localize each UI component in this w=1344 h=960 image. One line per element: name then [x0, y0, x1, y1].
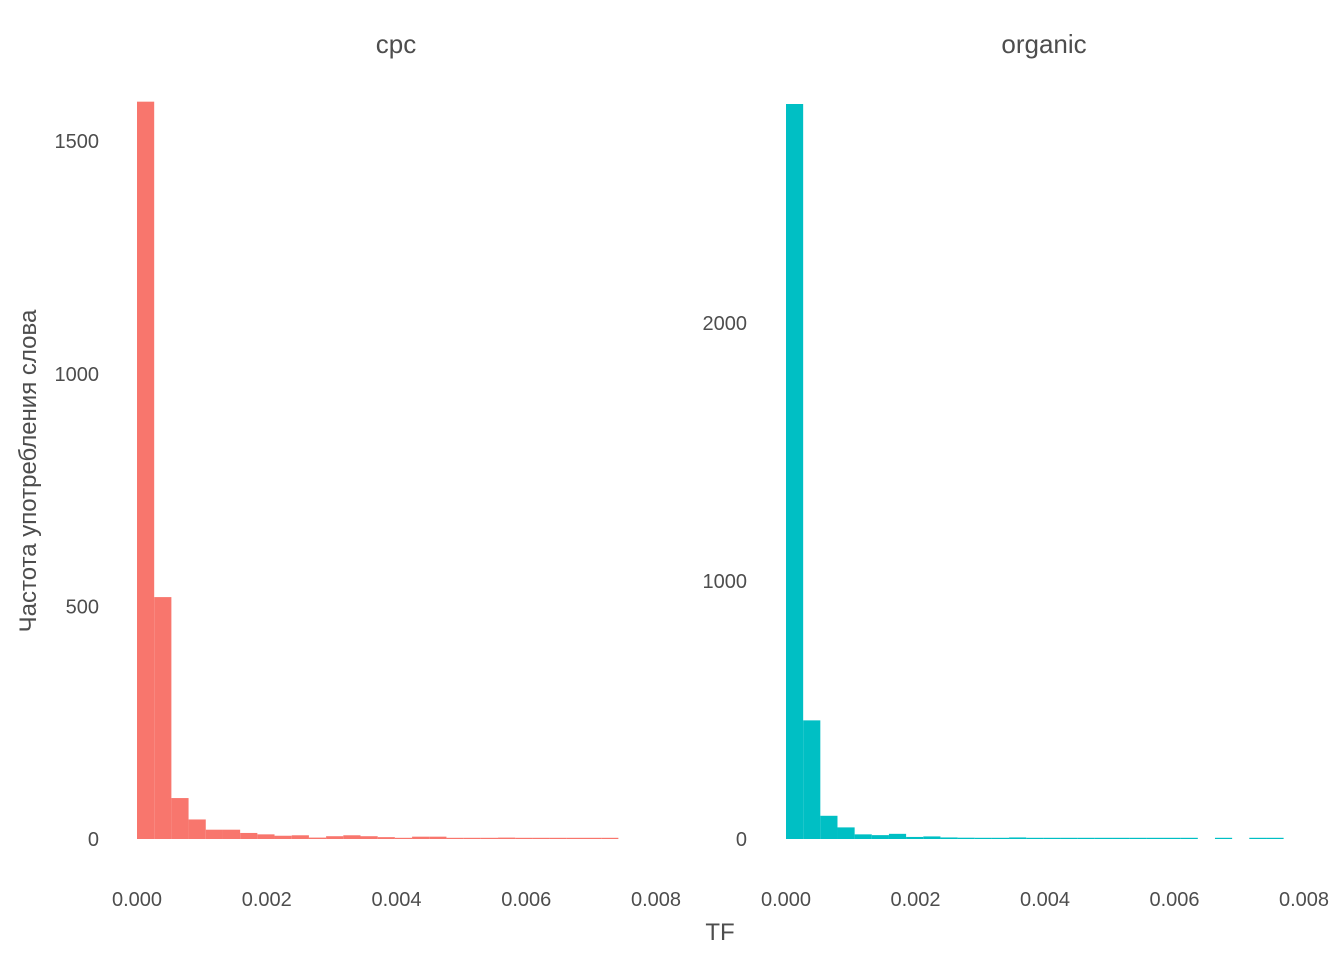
histogram-bar-cpc-8	[274, 835, 292, 839]
y-tick-label-organic-2: 2000	[703, 313, 748, 335]
histogram-bar-cpc-21	[498, 837, 516, 839]
histogram-bar-organic-19	[1112, 837, 1130, 839]
histogram-bar-cpc-14	[377, 837, 395, 839]
histogram-bar-organic-23	[1180, 837, 1198, 839]
y-tick-label-organic-1: 1000	[703, 571, 748, 593]
histogram-bar-cpc-2	[171, 798, 189, 839]
histogram-bar-cpc-12	[343, 835, 361, 839]
x-tick-label-cpc-0: 0.000	[112, 889, 162, 911]
histogram-bar-organic-3	[837, 827, 855, 839]
histogram-bar-cpc-26	[583, 837, 602, 839]
histogram-bar-cpc-4	[205, 829, 223, 839]
facet-title-cpc: cpc	[376, 29, 416, 59]
histogram-bar-cpc-1	[154, 597, 172, 839]
x-tick-label-cpc-4: 0.008	[631, 889, 681, 911]
histogram-bar-cpc-24	[549, 837, 567, 839]
histogram-bar-cpc-6	[240, 832, 258, 839]
x-tick-label-organic-4: 0.008	[1279, 889, 1329, 911]
histogram-bar-organic-25	[1214, 837, 1233, 839]
histogram-bar-organic-6	[888, 833, 907, 839]
y-tick-label-cpc-0: 0	[88, 829, 99, 851]
x-ticks-cpc: 0.000 0.002 0.004 0.006 0.008	[112, 889, 681, 911]
y-tick-label-cpc-1: 500	[66, 596, 99, 618]
histogram-bar-organic-5	[871, 835, 889, 839]
histogram-bar-organic-18	[1094, 837, 1113, 839]
histogram-bar-organic-13	[1009, 837, 1027, 839]
histogram-bar-organic-27	[1249, 837, 1267, 839]
histogram-bar-organic-14	[1026, 837, 1044, 839]
histogram-bar-organic-17	[1077, 837, 1095, 839]
histogram-bar-cpc-27	[601, 837, 619, 839]
histogram-bar-cpc-23	[532, 837, 550, 839]
bars-organic	[786, 104, 1284, 839]
histogram-bar-organic-15	[1043, 837, 1061, 839]
facet-title-organic: organic	[1001, 29, 1086, 59]
histogram-bar-organic-10	[957, 837, 975, 839]
histogram-bar-organic-16	[1060, 837, 1078, 839]
y-tick-label-organic-0: 0	[736, 829, 747, 851]
histogram-bar-cpc-22	[515, 837, 533, 839]
histogram-bar-cpc-3	[188, 819, 206, 839]
histogram-bar-organic-11	[974, 837, 992, 839]
x-tick-label-cpc-3: 0.006	[501, 889, 551, 911]
histogram-bar-organic-20	[1129, 837, 1147, 839]
histogram-bar-organic-9	[940, 837, 958, 839]
histogram-bar-organic-28	[1266, 837, 1284, 839]
histogram-bar-cpc-5	[222, 829, 241, 839]
y-ticks-cpc: 0 500 1000 1500	[55, 131, 100, 851]
y-tick-label-cpc-3: 1500	[55, 131, 100, 153]
x-tick-label-cpc-1: 0.002	[242, 889, 292, 911]
x-tick-label-organic-1: 0.002	[890, 889, 940, 911]
bars-cpc	[137, 101, 619, 840]
y-axis-title: Частота употребления слова	[15, 309, 42, 632]
x-tick-label-organic-2: 0.004	[1020, 889, 1070, 911]
histogram-bar-organic-0	[786, 104, 804, 839]
histogram-bar-cpc-11	[326, 836, 344, 839]
histogram-bar-organic-12	[991, 837, 1010, 839]
histogram-bar-cpc-19	[463, 837, 481, 839]
histogram-bar-organic-8	[923, 836, 941, 839]
histogram-bar-cpc-16	[412, 836, 430, 839]
histogram-bar-organic-21	[1146, 837, 1164, 839]
histogram-bar-organic-1	[803, 720, 821, 839]
histogram-bar-cpc-20	[480, 837, 499, 839]
x-ticks-organic: 0.000 0.002 0.004 0.006 0.008	[761, 889, 1329, 911]
histogram-bar-cpc-0	[137, 101, 155, 840]
histogram-bar-organic-7	[906, 836, 924, 839]
histogram-bar-cpc-17	[429, 836, 447, 839]
histogram-bar-organic-22	[1163, 837, 1181, 839]
histogram-bar-cpc-7	[257, 834, 275, 839]
histogram-bar-cpc-18	[446, 837, 464, 839]
y-tick-label-cpc-2: 1000	[55, 364, 100, 386]
histogram-bar-cpc-13	[360, 836, 378, 839]
histogram-bar-cpc-10	[308, 837, 327, 839]
histogram-bar-cpc-25	[566, 837, 584, 839]
histogram-bar-organic-4	[854, 834, 872, 839]
x-tick-label-cpc-2: 0.004	[371, 889, 421, 911]
x-axis-title: TF	[705, 919, 734, 946]
x-tick-label-organic-3: 0.006	[1149, 889, 1199, 911]
histogram-bar-cpc-9	[291, 835, 309, 839]
histogram-bar-organic-2	[820, 815, 838, 839]
y-ticks-organic: 0 1000 2000	[703, 313, 748, 851]
x-tick-label-organic-0: 0.000	[761, 889, 811, 911]
histogram-bar-cpc-15	[394, 837, 413, 839]
